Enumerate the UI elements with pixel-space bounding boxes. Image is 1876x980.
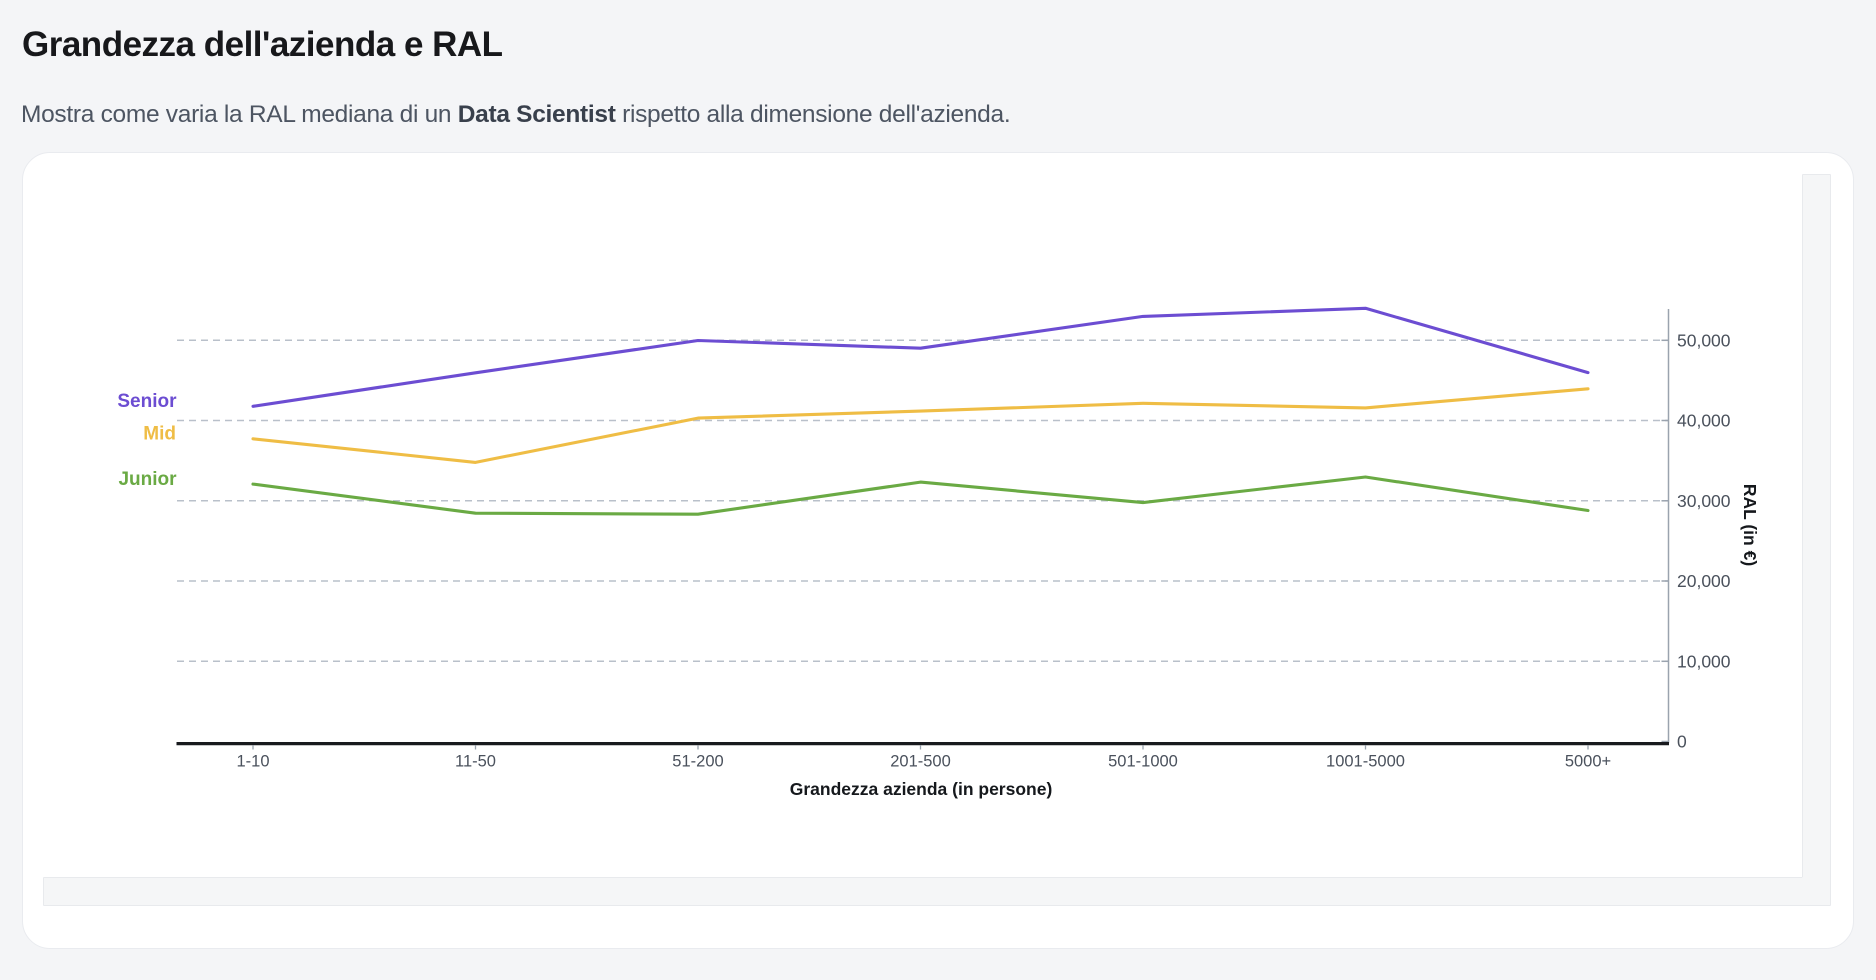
svg-text:501-1000: 501-1000 xyxy=(1108,753,1178,771)
svg-text:Mid: Mid xyxy=(143,424,176,445)
svg-text:Senior: Senior xyxy=(117,391,177,412)
svg-text:0: 0 xyxy=(1677,732,1687,752)
svg-text:1001-5000: 1001-5000 xyxy=(1326,753,1405,771)
svg-text:Junior: Junior xyxy=(118,469,177,490)
svg-text:50,000: 50,000 xyxy=(1677,330,1731,350)
svg-text:5000+: 5000+ xyxy=(1565,753,1611,771)
svg-text:51-200: 51-200 xyxy=(672,753,723,771)
svg-text:11-50: 11-50 xyxy=(455,753,496,771)
svg-text:RAL (in €): RAL (in €) xyxy=(1740,484,1760,566)
svg-text:40,000: 40,000 xyxy=(1677,411,1731,431)
svg-text:30,000: 30,000 xyxy=(1677,491,1731,511)
svg-text:1-10: 1-10 xyxy=(236,753,269,771)
svg-text:10,000: 10,000 xyxy=(1677,651,1731,671)
svg-text:20,000: 20,000 xyxy=(1677,571,1731,591)
svg-text:Grandezza azienda (in persone): Grandezza azienda (in persone) xyxy=(790,779,1053,799)
svg-text:201-500: 201-500 xyxy=(890,753,951,771)
